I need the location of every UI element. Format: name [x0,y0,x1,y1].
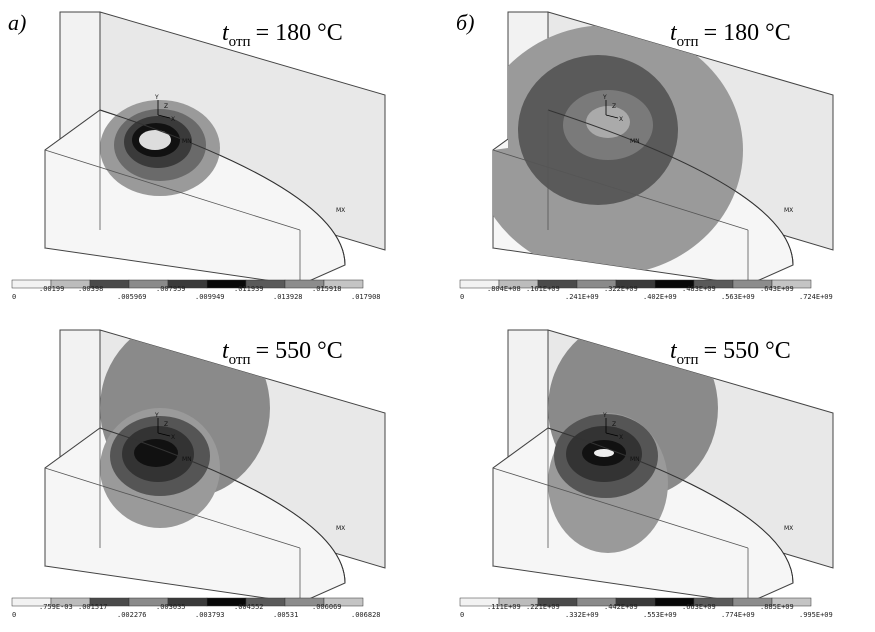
max-label: MX [336,207,345,214]
legend-label: .774E+09 [721,611,755,619]
triad-label: X [619,434,623,441]
legend-label: .402E+09 [643,293,677,301]
legend-label: .553E+09 [643,611,677,619]
triad-label: Y [154,94,159,101]
triad-label: Y [154,412,159,419]
max-label: MX [784,207,793,214]
triad-label: Y [602,94,607,101]
triad-label: Y [602,412,607,419]
legend-label: .221E+09 [526,603,560,611]
temperature-label: tотп= 180 °C [222,20,343,50]
temp-value: = 550 °C [256,338,343,364]
legend-label: .483E+09 [682,285,716,293]
min-label: MN [182,456,192,463]
legend-label: .005969 [117,293,147,301]
triad-label: X [171,434,175,441]
temp-subscript: отп [229,34,251,50]
temp-value: = 180 °C [704,20,791,46]
legend-label: .00531 [273,611,298,619]
legend-label: .003035 [156,603,186,611]
temp-subscript: отп [677,352,699,368]
legend-label: .563E+09 [721,293,755,301]
legend-label: .885E+09 [760,603,794,611]
temp-subscript: отп [229,352,251,368]
max-label: MX [784,525,793,532]
min-label: MN [630,456,640,463]
legend-label: 0 [12,611,16,619]
legend-label: .161E+09 [526,285,560,293]
legend-label: .724E+09 [799,293,833,301]
triad-label: X [619,116,623,123]
triad-label: X [171,116,175,123]
legend-label: .332E+09 [565,611,599,619]
triad-label: Z [612,421,616,428]
temp-value: = 550 °C [704,338,791,364]
panel-label: а) [8,10,26,35]
temperature-label: tотп= 550 °C [222,338,343,368]
legend-label: .002276 [117,611,147,619]
triad-label: Z [164,421,168,428]
legend-label: 0 [12,293,16,301]
legend-label: .322E+09 [604,285,638,293]
contours [473,25,743,275]
triad-label: Z [612,103,616,110]
temp-subscript: отп [677,34,699,50]
legend-label: .011939 [234,285,264,293]
max-label: MX [336,525,345,532]
legend-label: .017908 [351,293,381,301]
triad-label: Z [164,103,168,110]
legend-label: .001517 [78,603,108,611]
legend-label: .995E+09 [799,611,833,619]
legend-label: .015918 [312,285,342,293]
legend-label: .006828 [351,611,381,619]
legend-label: .00199 [39,285,64,293]
temp-value: = 180 °C [256,20,343,46]
min-label: MN [630,138,640,145]
min-label: MN [182,138,192,145]
legend-label: .663E+09 [682,603,716,611]
legend-label: .241E+09 [565,293,599,301]
legend-label: .759E-03 [39,603,73,611]
temperature-label: tотп= 180 °C [670,20,791,50]
legend-label: .004552 [234,603,264,611]
contour-region [586,106,630,138]
legend-label: .006069 [312,603,342,611]
temperature-label: tотп= 550 °C [670,338,791,368]
legend-label: 0 [460,611,464,619]
legend-label: .00398 [78,285,103,293]
legend-label: .111E+09 [487,603,521,611]
legend-label: .643E+09 [760,285,794,293]
legend-label: .804E+08 [487,285,521,293]
figure: YZXMNMXа)tотп= 180 °C0.00199.00398.00596… [0,0,875,632]
legend-label: .009949 [195,293,225,301]
legend-label: .003793 [195,611,225,619]
panel-label: б) [456,10,474,35]
legend-label: .442E+09 [604,603,638,611]
legend-label: .007959 [156,285,186,293]
legend-label: .013928 [273,293,303,301]
legend-label: 0 [460,293,464,301]
